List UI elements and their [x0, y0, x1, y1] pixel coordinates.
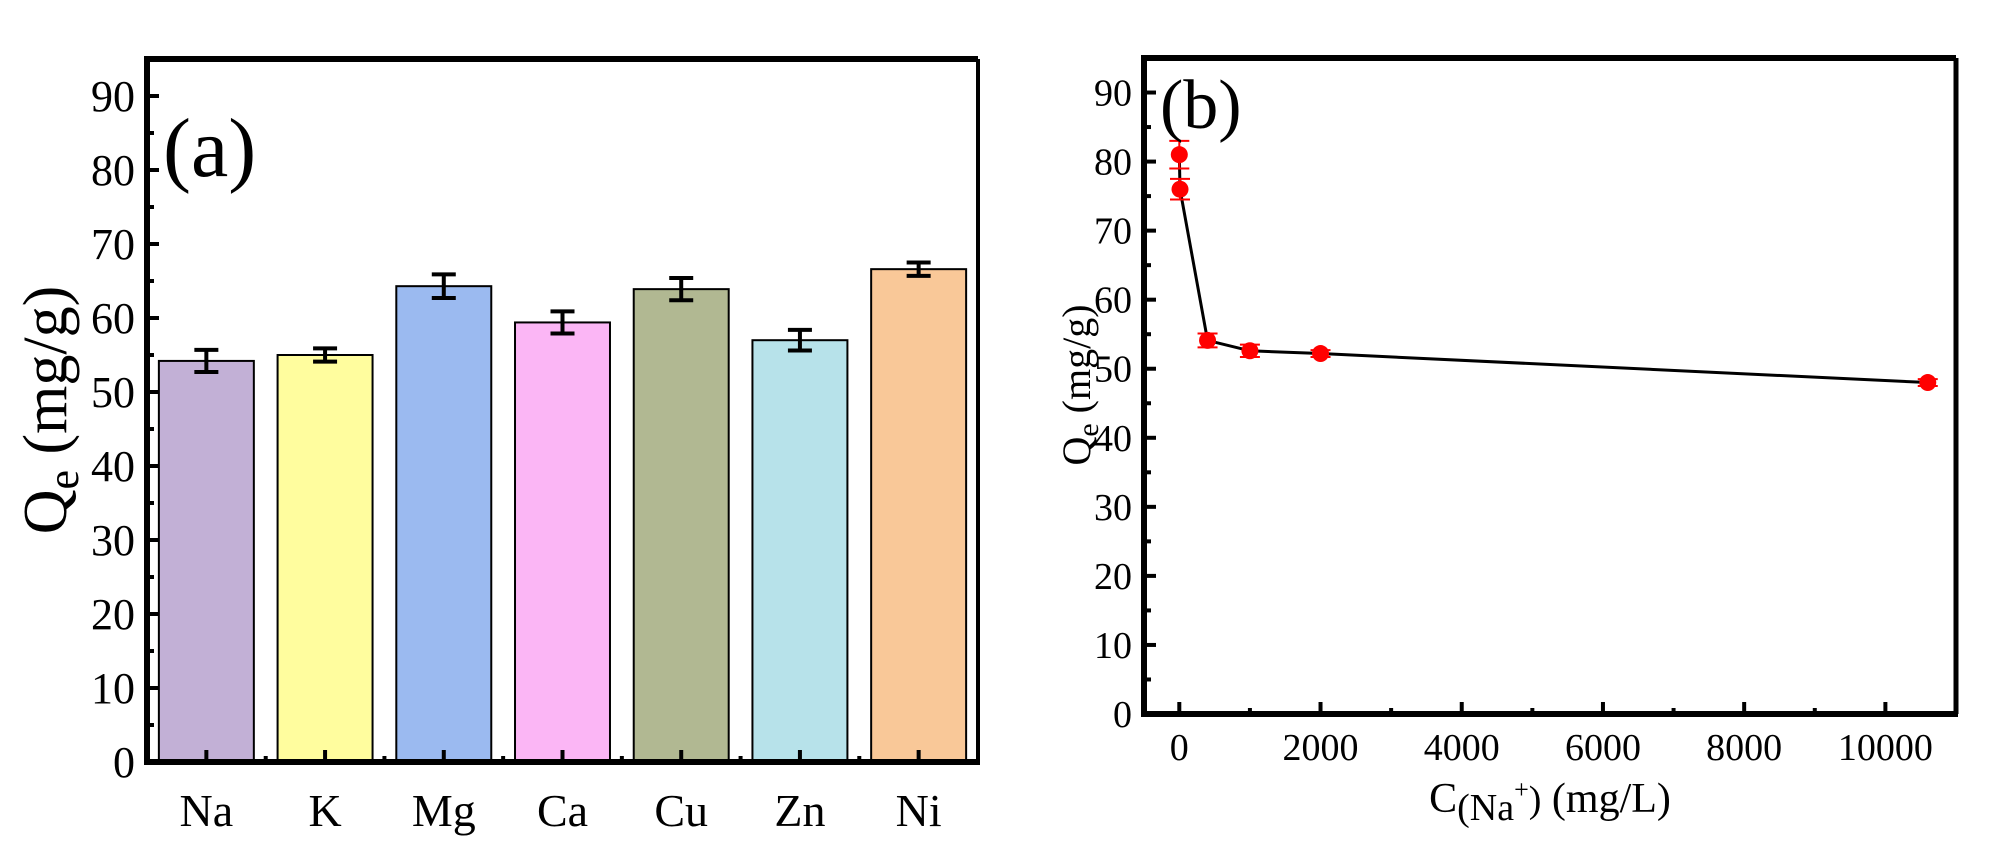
x-axis-title-sub: (Na	[1457, 787, 1514, 829]
y-tick-label: 20	[91, 590, 135, 639]
y-ticks: 0 10 20 30 40 50 60 70 80 90	[1094, 73, 1156, 736]
x-ticks: Na K Mg Ca Cu Zn Ni	[180, 750, 942, 836]
data-points-group	[1170, 146, 1937, 392]
y-tick-label: 90	[1094, 73, 1132, 115]
y-axis-title-sub: e	[39, 470, 88, 490]
y-axis-title-unit: (mg/g)	[1054, 304, 1099, 423]
y-tick-label: 60	[1094, 280, 1132, 322]
x-axis-title-unit: (mg/L)	[1541, 776, 1670, 822]
bar-cu	[632, 288, 730, 763]
x-tick-label-ca: Ca	[537, 785, 588, 836]
error-bars-group	[194, 260, 931, 375]
axes-frame	[1141, 55, 1959, 717]
y-axis-title-main: Q	[12, 490, 80, 535]
y-axis-title-b: Qe (mg/g)	[1054, 304, 1105, 465]
y-tick-label: 60	[91, 294, 135, 343]
y-axis-title-main: Q	[1054, 437, 1099, 466]
data-point	[1171, 180, 1189, 198]
x-tick-label-cu: Cu	[654, 785, 708, 836]
x-tick-label-zn: Zn	[774, 785, 825, 836]
y-tick-label: 70	[1094, 211, 1132, 253]
y-tick-label: 50	[1094, 349, 1132, 391]
y-tick-label: 10	[91, 664, 135, 713]
x-tick-label-k: K	[308, 785, 341, 836]
y-tick-label: 40	[1094, 418, 1132, 460]
y-ticks: 0 10 20 30 40 50 60 70 80 90	[91, 72, 159, 787]
series-line-group	[1177, 154, 1928, 385]
panel-b-line-chart: 0 10 20 30 40 50 60 70 80 90 0 2000 4000 6000 8000 100…	[1054, 55, 1959, 829]
y-axis-title-a: Qe (mg/g)	[12, 286, 88, 535]
data-point	[1312, 345, 1330, 363]
y-tick-label: 10	[1094, 625, 1132, 667]
bar-mg	[395, 285, 493, 763]
bar-k	[276, 354, 374, 763]
x-tick-label: 2000	[1283, 727, 1359, 769]
x-tick-label: 10000	[1838, 727, 1933, 769]
x-tick-label-mg: Mg	[412, 785, 476, 836]
bar-zn	[751, 339, 849, 763]
y-tick-label: 70	[91, 220, 135, 269]
x-axis-title-b: C(Na+) (mg/L)	[1429, 775, 1671, 829]
y-tick-label: 0	[113, 738, 135, 787]
x-tick-label-na: Na	[180, 785, 234, 836]
x-tick-label: 0	[1170, 727, 1189, 769]
data-point	[1919, 374, 1937, 392]
bar-ca	[514, 321, 611, 763]
y-tick-label: 40	[91, 442, 135, 491]
panel-a-bar-chart: 0 10 20 30 40 50 60 70 80 90 Na K Mg Ca Cu Zn Ni (a) Qe…	[12, 56, 980, 836]
y-tick-label: 80	[91, 146, 135, 195]
data-point	[1241, 342, 1259, 360]
x-tick-label: 8000	[1706, 727, 1782, 769]
bar-na	[157, 359, 255, 763]
x-tick-label-ni: Ni	[896, 785, 942, 836]
x-tick-label: 4000	[1424, 727, 1500, 769]
y-tick-label: 20	[1094, 556, 1132, 598]
panel-label-a: (a)	[163, 102, 256, 195]
y-tick-label: 90	[91, 72, 135, 121]
y-tick-label: 30	[1094, 487, 1132, 529]
x-ticks: 0 2000 4000 6000 8000 10000	[1170, 702, 1933, 769]
bars-group	[157, 268, 968, 763]
data-point	[1170, 146, 1188, 164]
x-tick-label: 6000	[1565, 727, 1641, 769]
x-axis-title-close: )	[1529, 779, 1542, 821]
y-axis-title-unit: (mg/g)	[12, 286, 80, 470]
y-tick-label: 30	[91, 516, 135, 565]
y-tick-label: 50	[91, 368, 135, 417]
y-axis-title-sub: e	[1072, 423, 1105, 436]
y-tick-label: 80	[1094, 142, 1132, 184]
bar-ni	[870, 268, 968, 763]
series-line	[1177, 154, 1928, 385]
x-axis-title-sup: +	[1514, 775, 1529, 804]
data-point	[1199, 331, 1217, 349]
x-axis-title-main: C	[1429, 776, 1457, 822]
y-tick-label: 0	[1113, 694, 1132, 736]
panel-label-b: (b)	[1160, 67, 1242, 144]
error-bars-group	[1169, 139, 1938, 387]
